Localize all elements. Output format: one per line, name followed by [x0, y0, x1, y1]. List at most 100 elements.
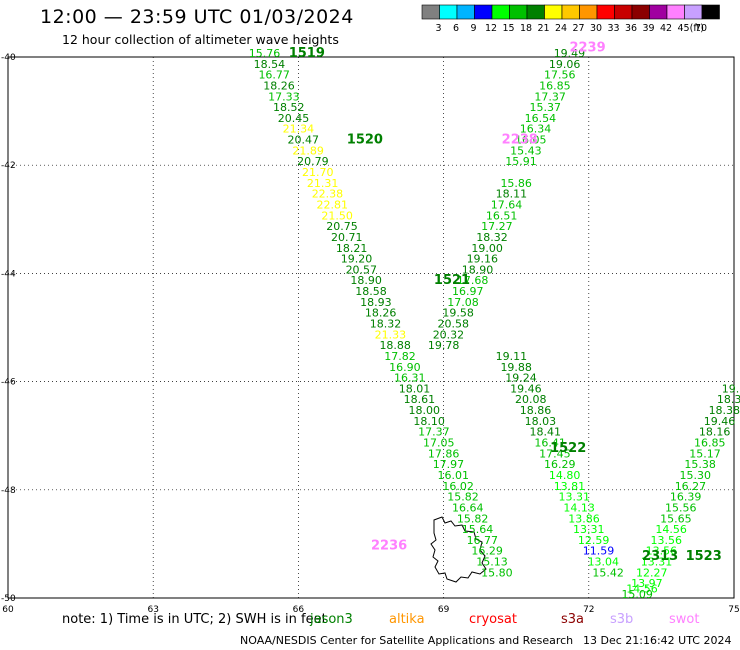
- swh-value-label: 13.56: [646, 545, 678, 558]
- legend-swatch: [544, 4, 563, 20]
- legend-swatch: [509, 4, 528, 20]
- satellite-label-cryosat: cryosat: [469, 612, 517, 627]
- swh-value-label: 17.64: [491, 198, 523, 211]
- lon-tick-label: 75: [728, 605, 739, 615]
- swh-value-label: 19.58: [442, 307, 474, 320]
- legend-tick-label: 30: [590, 23, 602, 34]
- swh-value-label: 20.71: [331, 231, 363, 244]
- swh-value-label: 13.31: [573, 523, 605, 536]
- swh-value-label: 11.59: [583, 545, 615, 558]
- swh-value-label: 21.50: [321, 209, 353, 222]
- lat-tick-label: -46: [1, 378, 16, 388]
- swh-value-label: 18.16: [699, 426, 731, 439]
- timestamp: 13 Dec 21:16:42 UTC 2024: [583, 634, 732, 647]
- swh-value-label: 15.82: [457, 512, 489, 525]
- swh-value-label: 19.46: [704, 415, 736, 428]
- swh-value-label: 21.33: [375, 328, 407, 341]
- swh-value-label: 21.34: [283, 123, 315, 136]
- legend-unit: (ft): [690, 23, 704, 34]
- swh-value-label: 18.10: [413, 415, 445, 428]
- swh-value-label: 19.00: [471, 242, 503, 255]
- legend-swatch: [439, 4, 458, 20]
- swh-value-label: 15.38: [684, 458, 716, 471]
- swh-value-label: 19.16: [467, 253, 499, 266]
- legend-swatch: [614, 4, 633, 20]
- swh-value-label: 18.3: [717, 393, 740, 406]
- legend-tick-label: 42: [660, 23, 672, 34]
- satellite-label-s3a: s3a: [561, 612, 585, 627]
- swh-value-label: 15.17: [689, 447, 721, 460]
- legend-swatch: [561, 4, 580, 20]
- swh-value-label: 14.13: [563, 501, 595, 514]
- map-subtitle: 12 hour collection of altimeter wave hei…: [62, 32, 339, 47]
- legend-swatch: [579, 4, 598, 20]
- swh-value-label: 18.86: [520, 404, 552, 417]
- swh-value-label: 17.68: [457, 274, 489, 287]
- swh-value-label: 18.00: [408, 404, 440, 417]
- swh-value-label: 18.26: [263, 79, 295, 92]
- swh-value-label: 14.56: [655, 523, 687, 536]
- swh-value-label: 17.37: [418, 426, 450, 439]
- legend-tick-label: 24: [555, 23, 567, 34]
- swh-value-label: 20.75: [326, 220, 358, 233]
- swh-value-label: 18.41: [529, 426, 561, 439]
- legend-tick-label: 21: [537, 23, 549, 34]
- legend-tick-label: 3: [435, 23, 441, 34]
- swh-value-label: 18.52: [273, 101, 305, 114]
- satellite-label-jason3: jason3: [310, 612, 353, 627]
- swh-value-label: 20.79: [297, 155, 329, 168]
- swh-value-label: 19.88: [500, 361, 532, 374]
- legend-tick-label: 33: [607, 23, 619, 34]
- swh-value-label: 16.64: [452, 501, 484, 514]
- swh-value-label: 18.26: [365, 307, 397, 320]
- legend-swatch: [666, 4, 685, 20]
- lat-tick-label: -50: [1, 594, 16, 604]
- swh-value-label: 13.86: [568, 512, 600, 525]
- pass-id-label: 1521: [434, 273, 470, 288]
- swh-value-label: 16.85: [539, 79, 571, 92]
- swh-value-label: 17.08: [447, 296, 479, 309]
- swh-value-label: 16.85: [694, 437, 726, 450]
- legend-tick-label: 27: [572, 23, 584, 34]
- swh-value-label: 16.77: [258, 69, 290, 82]
- swh-value-label: 16.77: [467, 534, 499, 547]
- swh-value-label: 18.90: [462, 263, 494, 276]
- swh-value-label: 16.51: [486, 209, 518, 222]
- swh-value-label: 13.31: [641, 556, 673, 569]
- swh-value-label: 17.97: [433, 458, 465, 471]
- pass-id-label: 1519: [289, 46, 325, 61]
- swh-value-label: 20.45: [278, 112, 310, 125]
- map-frame: [7, 56, 735, 599]
- pass-id-label: 1523: [686, 549, 722, 564]
- swh-value-label: 18.61: [404, 393, 436, 406]
- legend-tick-label: 18: [520, 23, 532, 34]
- swh-value-label: 18.93: [360, 296, 392, 309]
- legend-swatch: [526, 4, 545, 20]
- swh-value-label: 16.29: [544, 458, 576, 471]
- swh-value-label: 15.30: [680, 469, 712, 482]
- swh-value-label: 17.27: [481, 220, 513, 233]
- legend-tick-label: 15: [502, 23, 514, 34]
- swh-value-label: 18.32: [476, 231, 508, 244]
- swh-value-label: 17.37: [534, 90, 566, 103]
- legend-swatch: [701, 4, 720, 20]
- lon-tick-label: 66: [293, 605, 305, 615]
- swh-value-label: 15.82: [447, 491, 479, 504]
- credit-line: NOAA/NESDIS Center for Satellite Applica…: [240, 634, 574, 647]
- swh-value-label: 15.64: [462, 523, 494, 536]
- swh-value-label: 16.05: [515, 134, 547, 147]
- legend-swatch: [596, 4, 615, 20]
- swh-value-label: 20.08: [515, 393, 547, 406]
- swh-value-label: 16.90: [389, 361, 421, 374]
- swh-value-label: 17.05: [423, 437, 455, 450]
- island-coastline: [430, 516, 487, 583]
- swh-value-label: 18.58: [355, 285, 387, 298]
- swh-value-label: 15.56: [665, 501, 697, 514]
- swh-value-label: 20.32: [433, 328, 465, 341]
- swh-value-label: 15.37: [529, 101, 561, 114]
- lon-tick-label: 72: [583, 605, 594, 615]
- legend-tick-label: 36: [625, 23, 637, 34]
- swh-value-label: 15.80: [481, 566, 513, 579]
- legend-swatch: [684, 4, 703, 20]
